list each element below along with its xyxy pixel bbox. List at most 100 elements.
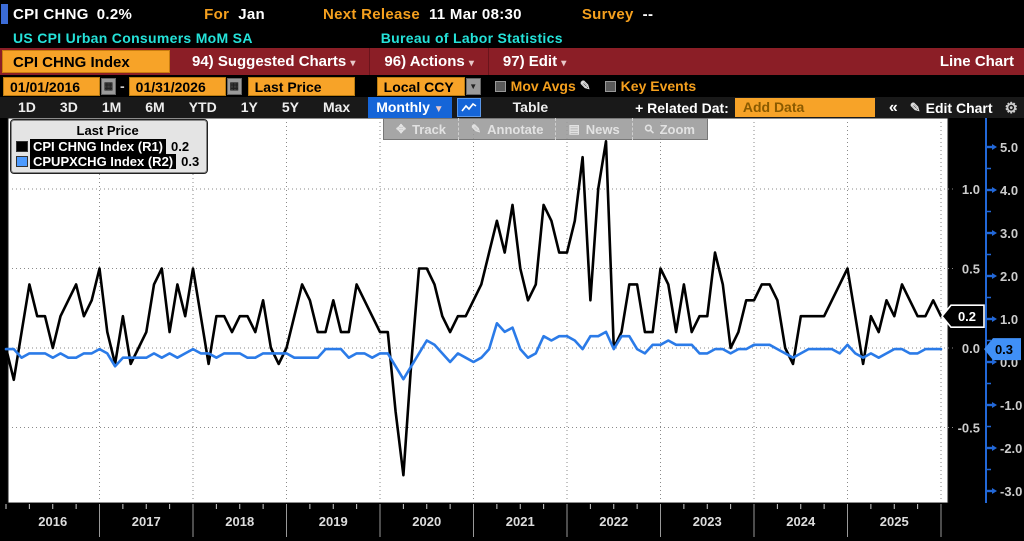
- tab-ytd[interactable]: YTD: [188, 99, 217, 115]
- r1-axis-label: 0.5: [962, 262, 980, 277]
- chart-toolbar: ✥ Track ✎ Annotate ▤ News ⚲ Zoom: [383, 118, 708, 140]
- chevron-down-icon: ▾: [350, 58, 356, 69]
- r2-axis-label: 1.0: [1000, 312, 1018, 327]
- security-input[interactable]: CPI CHNG Index: [2, 50, 170, 73]
- chart-region: 2016 2017 2018 2019 2020 2021 2022 2023 2024 2025…: [0, 118, 1024, 541]
- header-row: CPI CHNG 0.2% For Jan Next Release 11 Ma…: [0, 0, 1024, 28]
- edit-chart-button[interactable]: ✎ Edit Chart: [909, 99, 993, 116]
- series-swatch: [16, 141, 28, 152]
- gear-icon[interactable]: ⚙: [1004, 99, 1018, 117]
- r2-tick-arrow: [992, 316, 997, 322]
- security-value: 0.2%: [96, 5, 133, 23]
- tab-6m[interactable]: 6M: [145, 99, 165, 115]
- date-from-input[interactable]: 01/01/2016: [3, 76, 100, 96]
- year-label: 2020: [412, 514, 441, 529]
- series-name: CPI CHNG Index (R1): [30, 139, 167, 154]
- year-label: 2016: [38, 514, 67, 529]
- period-dropdown[interactable]: Monthly ▼: [368, 97, 452, 118]
- legend-entry[interactable]: CPI CHNG Index (R1) 0.2: [16, 139, 199, 154]
- menu-item[interactable]: 96) Actions ▾: [369, 48, 488, 75]
- key-events-checkbox[interactable]: [604, 80, 616, 92]
- tab-1m[interactable]: 1M: [101, 99, 122, 115]
- tool-label: Annotate: [487, 121, 544, 137]
- year-label: 2022: [599, 514, 628, 529]
- chevron-down-icon[interactable]: ▼: [465, 77, 481, 95]
- r2-tick-arrow: [992, 230, 997, 236]
- chart-legend[interactable]: Last Price CPI CHNG Index (R1) 0.2 CPUPXCH…: [10, 119, 209, 174]
- price-chart[interactable]: 2016 2017 2018 2019 2020 2021 2022 2023 2024 2025…: [0, 118, 1024, 541]
- zoom-button[interactable]: ⚲ Zoom: [631, 118, 707, 140]
- price-type-field[interactable]: Last Price: [247, 76, 355, 96]
- year-label: 2025: [880, 514, 909, 529]
- r2-tick-arrow: [992, 488, 997, 494]
- mov-avgs-label: Mov Avgs: [510, 78, 576, 94]
- controls-bar: 01/01/2016 ▦ - 01/31/2026 ▦ Last Price L…: [0, 75, 1024, 97]
- r2-tick-arrow: [992, 445, 997, 451]
- tab-1y[interactable]: 1Y: [240, 99, 258, 115]
- r2-tick-arrow: [992, 402, 997, 408]
- cursor-block: [1, 4, 8, 24]
- r2-axis-label: -3.0: [1000, 484, 1022, 499]
- legend-title: Last Price: [76, 123, 139, 138]
- series-last-value: 0.2: [171, 139, 190, 154]
- calendar-icon[interactable]: ▦: [226, 77, 242, 95]
- tool-label: News: [585, 121, 620, 137]
- key-events-label: Key Events: [620, 78, 697, 94]
- add-data-input[interactable]: Add Data: [734, 98, 875, 117]
- r1-axis-label: 0.0: [962, 341, 980, 356]
- r2-axis-label: 3.0: [1000, 226, 1018, 241]
- annotate-button[interactable]: ✎ Annotate: [458, 118, 555, 140]
- calendar-icon[interactable]: ▦: [101, 77, 116, 95]
- year-label: 2021: [506, 514, 535, 529]
- tab-bar: 1D 3D 1M 6M YTD 1Y 5Y Max Monthly ▼ Table + Rel…: [0, 97, 1024, 118]
- series-last-value: 0.3: [181, 154, 200, 169]
- r2-tick-arrow: [992, 273, 997, 279]
- collapse-button[interactable]: «: [888, 98, 898, 116]
- r1-last-value-tag: [940, 304, 985, 328]
- news-button[interactable]: ▤ News: [555, 118, 631, 140]
- r2-last-value: 0.3: [995, 342, 1013, 357]
- r2-tick-arrow: [992, 359, 997, 365]
- range-tabs: 1D 3D 1M 6M YTD 1Y 5Y Max: [6, 97, 362, 118]
- line-chart-icon[interactable]: [456, 98, 481, 117]
- move-icon: ✥: [396, 122, 407, 136]
- r2-tick-arrow: [992, 144, 997, 150]
- for-label: For: [204, 5, 230, 23]
- r2-axis-label: 2.0: [1000, 269, 1018, 284]
- date-to-input[interactable]: 01/31/2026: [128, 76, 226, 96]
- pencil-icon[interactable]: ✎: [579, 78, 591, 93]
- r2-axis-label: -1.0: [1000, 398, 1022, 413]
- for-value: Jan: [238, 5, 265, 23]
- survey-label: Survey: [581, 5, 634, 23]
- security-description: US CPI Urban Consumers MoM SA: [13, 30, 253, 46]
- r2-axis-label: 5.0: [1000, 140, 1018, 155]
- tab-3d[interactable]: 3D: [59, 99, 78, 115]
- currency-field[interactable]: Local CCY: [376, 76, 465, 96]
- menu-item[interactable]: 94) Suggested Charts ▾: [192, 53, 356, 70]
- r2-last-value-tag: [984, 338, 1021, 361]
- tool-label: Track: [412, 121, 447, 137]
- track-button[interactable]: ✥ Track: [384, 118, 458, 140]
- tab-5y[interactable]: 5Y: [281, 99, 299, 115]
- year-label: 2017: [132, 514, 161, 529]
- legend-entry[interactable]: CPUPXCHG Index (R2) 0.3: [16, 154, 199, 169]
- year-label: 2024: [786, 514, 816, 529]
- next-release-value: 11 Mar 08:30: [428, 5, 522, 23]
- data-source: Bureau of Labor Statistics: [380, 30, 563, 46]
- r2-axis-label: 4.0: [1000, 183, 1018, 198]
- series-swatch: [16, 156, 28, 167]
- date-separator: -: [120, 78, 125, 94]
- next-release-label: Next Release: [322, 5, 420, 23]
- year-label: 2023: [693, 514, 722, 529]
- menu-item[interactable]: 97) Edit ▾: [487, 48, 580, 75]
- chevron-down-icon: ▼: [433, 104, 444, 115]
- tab-max[interactable]: Max: [322, 99, 351, 115]
- magnifier-icon: ⚲: [641, 120, 658, 138]
- chart-view-label: Line Chart: [939, 53, 1014, 70]
- tab-table[interactable]: Table: [512, 99, 549, 115]
- r1-axis-label: -0.5: [958, 421, 980, 436]
- tab-1d[interactable]: 1D: [18, 99, 36, 115]
- plot-area[interactable]: [7, 118, 949, 504]
- menu-items: 94) Suggested Charts ▾ 96) Actions ▾ 97) E…: [170, 48, 580, 75]
- mov-avgs-checkbox[interactable]: [494, 80, 506, 92]
